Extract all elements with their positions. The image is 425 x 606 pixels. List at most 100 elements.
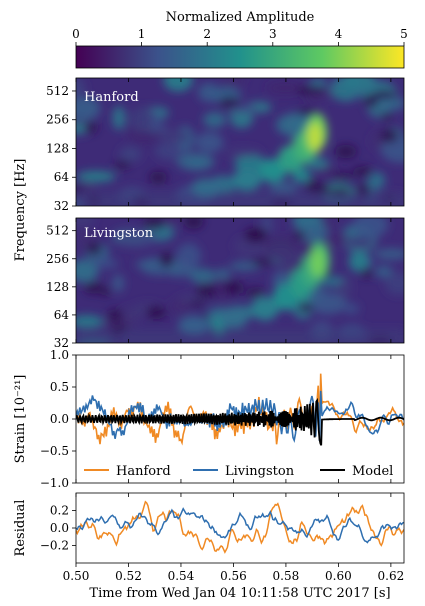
spectrogram-texture <box>148 171 168 184</box>
spectrogram-texture <box>176 153 215 171</box>
spectrogram-texture <box>157 130 191 144</box>
frequency-tick-label: 32 <box>54 336 69 350</box>
y-tick-label: 0.0 <box>50 521 69 535</box>
spectrogram-texture <box>80 183 96 194</box>
x-tick-label: 0.62 <box>378 569 405 583</box>
spectrogram-texture <box>93 258 119 269</box>
spectrogram-texture <box>385 271 404 295</box>
spectrogram-texture <box>116 229 157 248</box>
spectrogram-texture <box>195 131 224 153</box>
spectrogram-texture <box>76 315 104 328</box>
spectrogram-texture <box>163 78 194 92</box>
spectrogram-texture <box>84 121 98 134</box>
spectrogram-texture <box>352 218 389 238</box>
colorbar-tick-label: 3 <box>269 27 277 41</box>
frequency-axis-label: Frequency [Hz] <box>13 159 28 262</box>
y-tick-label: 0.2 <box>50 504 69 518</box>
y-tick-label: −0.2 <box>40 539 69 553</box>
y-tick-label: 1.0 <box>50 348 69 362</box>
colorbar <box>75 45 405 69</box>
chirp-track <box>231 169 262 191</box>
spectrogram-texture <box>374 248 404 260</box>
spectrogram-texture <box>195 283 217 298</box>
frequency-tick-label: 128 <box>46 280 69 294</box>
spectrogram-texture <box>352 166 373 177</box>
frequency-tick-label: 512 <box>46 84 69 98</box>
x-tick-label: 0.50 <box>63 569 90 583</box>
spectrogram-texture <box>107 309 123 322</box>
spectrogram-texture <box>306 178 318 194</box>
spectrogram-texture <box>380 137 404 163</box>
spectrogram-texture <box>377 96 404 111</box>
colorbar-ticks: 0 1 2 3 4 5 <box>72 27 408 46</box>
strain-axis-label: Strain [10⁻²¹] <box>13 375 28 464</box>
colorbar-tick-label: 4 <box>335 27 343 41</box>
spectrogram-texture <box>142 218 166 230</box>
residual-ticks: 0.2 0.0 −0.2 <box>40 504 76 553</box>
livingston-frequency-ticks: 32 64 128 256 512 <box>46 224 76 350</box>
spectrogram-texture <box>223 281 245 295</box>
chirp-track <box>218 307 249 329</box>
spectrogram-texture <box>219 97 240 109</box>
strain-ticks: 1.0 0.5 0.0 −0.5 −1.0 <box>40 348 76 490</box>
spectrogram-texture <box>297 303 314 313</box>
spectrogram-texture <box>76 218 95 227</box>
spectrogram-texture <box>380 112 393 121</box>
spectrogram-texture <box>244 227 268 244</box>
spectrogram-texture <box>76 96 101 121</box>
spectrogram-texture <box>234 154 268 173</box>
spectrogram-texture <box>76 78 85 99</box>
spectrogram-texture <box>135 260 160 269</box>
spectrogram-texture <box>292 168 311 183</box>
legend-label: Hanford <box>116 464 171 479</box>
frequency-tick-label: 256 <box>46 252 69 266</box>
spectrogram-texture <box>331 172 354 179</box>
spectrogram-texture <box>215 268 231 280</box>
spectrogram-texture <box>160 252 174 268</box>
spectrogram-texture <box>86 242 102 256</box>
x-tick-label: 0.60 <box>325 569 352 583</box>
spectrogram-texture <box>250 258 274 266</box>
spectrogram-texture <box>84 281 103 294</box>
x-tick-label: 0.58 <box>273 569 300 583</box>
spectrogram-texture <box>246 287 265 298</box>
spectrogram-texture <box>305 157 329 169</box>
colorbar-tick-label: 2 <box>203 27 211 41</box>
spectrogram-texture <box>309 292 347 315</box>
chirp-peak <box>310 249 325 278</box>
spectrogram-texture <box>337 278 352 299</box>
spectrogram-texture <box>203 112 227 128</box>
spectrogram-texture <box>146 305 167 320</box>
x-tick-label: 0.52 <box>115 569 142 583</box>
spectrogram-texture <box>112 106 126 130</box>
spectrogram-texture <box>363 94 379 108</box>
spectrogram-texture <box>129 106 155 133</box>
low-frequency-band <box>76 329 404 343</box>
spectrogram-texture <box>293 230 306 240</box>
spectrogram-texture <box>168 298 192 315</box>
chirp-track <box>178 315 211 334</box>
x-tick-label: 0.54 <box>168 569 195 583</box>
legend: Hanford Livingston Model <box>84 464 393 479</box>
time-axis-label: Time from Wed Jan 04 10:11:58 UTC 2017 [… <box>89 586 390 601</box>
y-tick-label: 0.0 <box>50 412 69 426</box>
livingston-spectrogram <box>75 217 405 344</box>
colorbar-tick-label: 0 <box>72 27 80 41</box>
spectrogram-texture <box>189 300 205 307</box>
spectrogram-texture <box>112 274 125 293</box>
spectrogram-texture <box>380 128 399 143</box>
spectrogram-texture <box>163 218 179 226</box>
spectrogram-texture <box>76 186 85 193</box>
frequency-tick-label: 64 <box>54 170 70 184</box>
spectrogram-texture <box>334 144 357 159</box>
y-tick-label: −0.5 <box>40 444 69 458</box>
frequency-tick-label: 256 <box>46 113 69 127</box>
chirp-track <box>250 296 279 321</box>
hanford-residual-line <box>76 500 404 554</box>
low-frequency-band <box>76 191 404 206</box>
spectrogram-texture <box>360 268 373 279</box>
spectrogram-texture <box>348 250 370 273</box>
livingston-panel-label: Livingston <box>84 226 154 241</box>
spectrogram-texture <box>224 147 262 157</box>
